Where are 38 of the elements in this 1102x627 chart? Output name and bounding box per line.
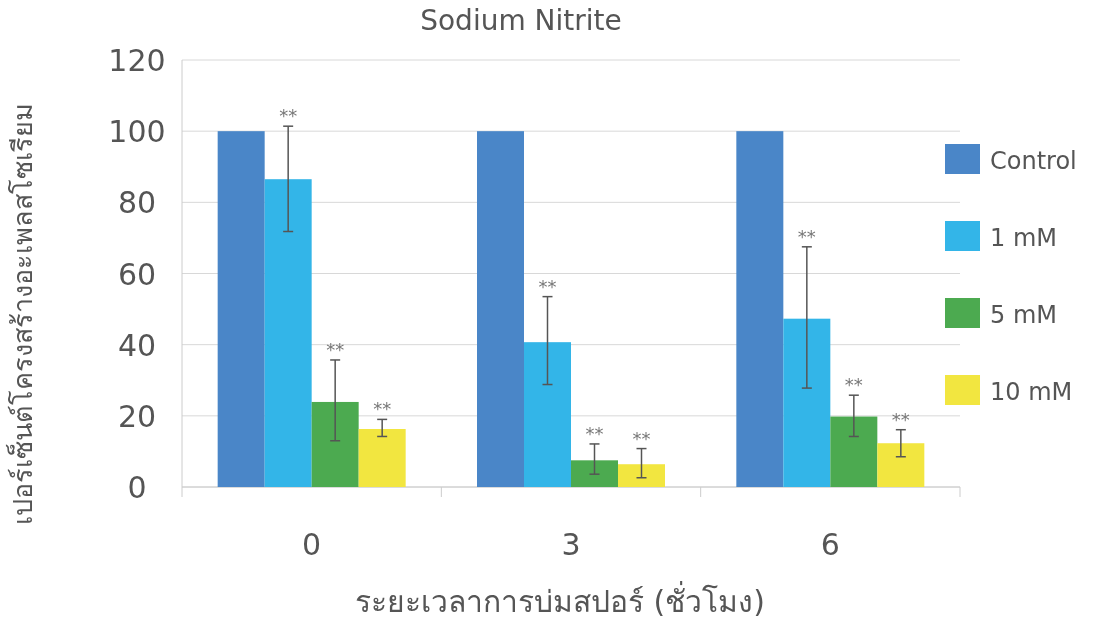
x-tick-label: 0: [302, 527, 322, 562]
legend-label: 5 mM: [990, 301, 1057, 329]
legend-label: 10 mM: [990, 378, 1073, 406]
bar: [217, 131, 265, 487]
x-tick-label: 3: [561, 527, 581, 562]
annotation: **: [891, 408, 910, 430]
y-tick-label: 40: [117, 327, 157, 363]
annotation: **: [844, 374, 863, 396]
annotation: **: [373, 398, 392, 420]
annotation: **: [797, 225, 816, 247]
annotation: **: [585, 422, 604, 444]
bar: [264, 179, 312, 487]
y-tick-label: 20: [117, 398, 157, 434]
bar: [571, 460, 618, 487]
annotation: **: [632, 427, 651, 449]
y-tick-label: 100: [108, 114, 166, 150]
legend-label: Control: [990, 147, 1077, 175]
bar: [830, 416, 878, 487]
annotation: **: [279, 105, 298, 127]
bar: [358, 429, 406, 487]
bar: [311, 401, 359, 487]
chart-title: Sodium Nitrite: [420, 4, 622, 37]
legend-label: 1 mM: [990, 224, 1057, 252]
y-tick-label: 120: [108, 43, 166, 78]
annotation: **: [326, 338, 345, 360]
x-tick-label: 6: [820, 527, 840, 562]
bar: [877, 443, 925, 487]
bar: [477, 131, 524, 487]
y-axis-title: เปอร์เซ็นต์โครงสร้างอะเพลสโซเรียม: [5, 102, 38, 525]
y-tick-label: 0: [127, 470, 147, 505]
y-tick-label: 80: [117, 185, 157, 221]
bar: [783, 318, 831, 487]
bar: [736, 131, 784, 487]
bar: [524, 342, 571, 487]
x-axis-title: ระยะเวลาการบ่มสปอร์ (ชั่วโมง): [355, 581, 765, 619]
bar: [618, 464, 665, 487]
annotation: **: [538, 275, 557, 297]
y-tick-label: 60: [117, 256, 157, 292]
